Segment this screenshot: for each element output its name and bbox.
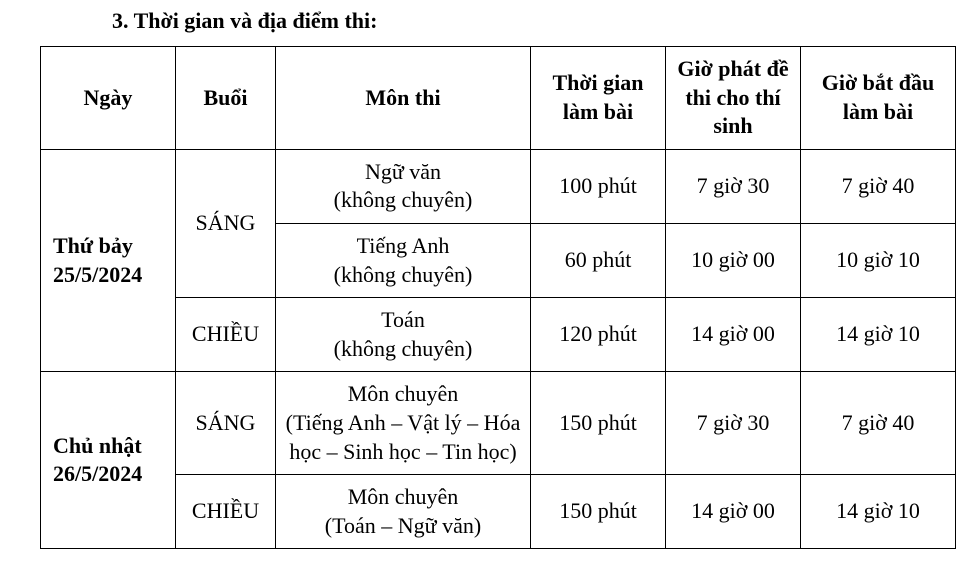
cell-bat: 10 giờ 10	[801, 223, 956, 297]
day1-label: Thứ bảy25/5/2024	[41, 149, 176, 372]
header-giophat: Giờ phát đề thi cho thí sinh	[666, 47, 801, 150]
cell-phat: 14 giờ 00	[666, 298, 801, 372]
cell-phat: 14 giờ 00	[666, 475, 801, 549]
table-row: CHIỀU Môn chuyên(Toán – Ngữ văn) 150 phú…	[41, 475, 956, 549]
cell-bat: 14 giờ 10	[801, 298, 956, 372]
cell-phat: 7 giờ 30	[666, 149, 801, 223]
header-thoigian: Thời gian làm bài	[531, 47, 666, 150]
header-giobat: Giờ bắt đầu làm bài	[801, 47, 956, 150]
table-row: CHIỀU Toán(không chuyên) 120 phút 14 giờ…	[41, 298, 956, 372]
cell-bat: 7 giờ 40	[801, 149, 956, 223]
day2-label: Chủ nhật26/5/2024	[41, 372, 176, 549]
day2-chieu: CHIỀU	[176, 475, 276, 549]
schedule-table: Ngày Buổi Môn thi Thời gian làm bài Giờ …	[40, 46, 956, 549]
cell-tg: 100 phút	[531, 149, 666, 223]
cell-mon: Môn chuyên(Tiếng Anh – Vật lý – Hóa học …	[276, 372, 531, 475]
cell-bat: 14 giờ 10	[801, 475, 956, 549]
header-mon: Môn thi	[276, 47, 531, 150]
header-ngay: Ngày	[41, 47, 176, 150]
cell-mon: Tiếng Anh(không chuyên)	[276, 223, 531, 297]
cell-tg: 150 phút	[531, 475, 666, 549]
header-row: Ngày Buổi Môn thi Thời gian làm bài Giờ …	[41, 47, 956, 150]
table-row: Chủ nhật26/5/2024 SÁNG Môn chuyên(Tiếng …	[41, 372, 956, 475]
cell-mon: Ngữ văn(không chuyên)	[276, 149, 531, 223]
cell-tg: 120 phút	[531, 298, 666, 372]
cell-phat: 7 giờ 30	[666, 372, 801, 475]
cell-tg: 60 phút	[531, 223, 666, 297]
day1-chieu: CHIỀU	[176, 298, 276, 372]
table-row: Thứ bảy25/5/2024 SÁNG Ngữ văn(không chuy…	[41, 149, 956, 223]
cell-phat: 10 giờ 00	[666, 223, 801, 297]
day1-sang: SÁNG	[176, 149, 276, 297]
section-heading: 3. Thời gian và địa điểm thi:	[112, 8, 960, 34]
cell-tg: 150 phút	[531, 372, 666, 475]
day2-sang: SÁNG	[176, 372, 276, 475]
cell-mon: Môn chuyên(Toán – Ngữ văn)	[276, 475, 531, 549]
header-buoi: Buổi	[176, 47, 276, 150]
cell-mon: Toán(không chuyên)	[276, 298, 531, 372]
cell-bat: 7 giờ 40	[801, 372, 956, 475]
